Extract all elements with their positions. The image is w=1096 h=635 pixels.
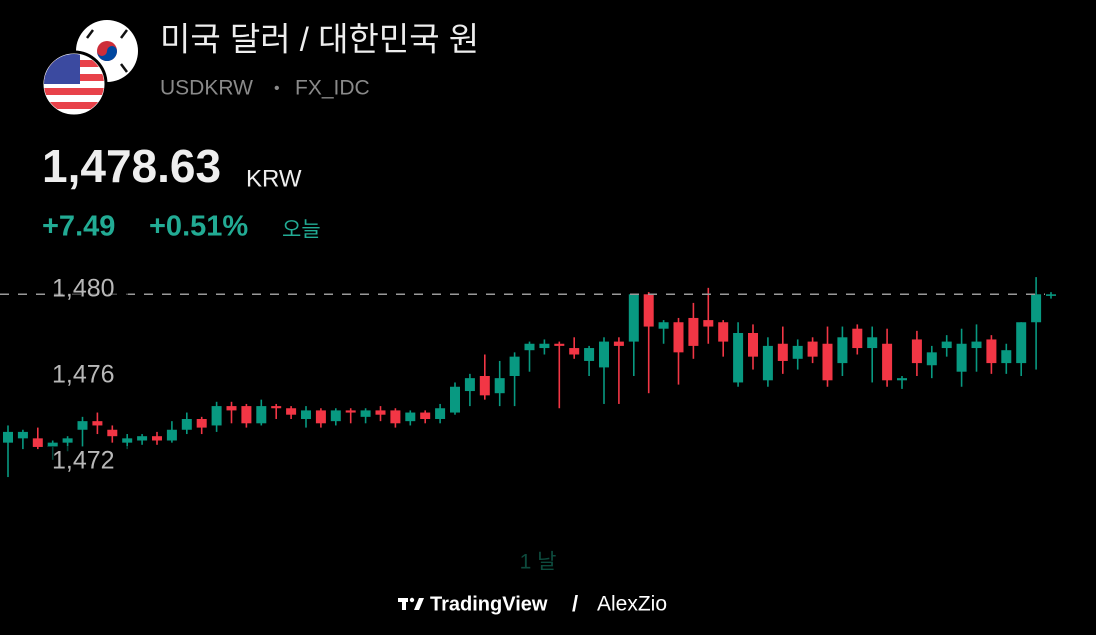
x-axis-label: 1 날 [520,551,557,574]
candle-body [152,436,162,441]
candle-body [1046,294,1056,296]
period: 오늘 [282,219,321,242]
candle-body [32,438,43,447]
candle-body [688,317,699,346]
change-percent: +0.51% [149,211,248,243]
candle-body [435,408,446,419]
candle-body [762,345,773,381]
symbol: USDKRW [160,77,253,100]
candle-body [92,421,103,426]
candle-body [405,412,416,422]
candle-body [613,341,624,346]
y-tick-label: 1,476 [52,361,115,389]
candle-body [509,356,520,376]
candle-body [882,343,893,381]
candle-body [286,408,297,415]
candle-body [584,348,595,361]
candle-body [777,343,788,361]
us-flag [40,50,108,118]
candle-body [703,320,714,327]
candle-body [450,386,460,413]
candle-body [271,406,282,409]
y-tick-mark [48,446,128,478]
candle-body [137,436,148,441]
candle-body [986,339,997,364]
candle-body [1031,294,1042,323]
candle-body [733,333,744,383]
currency: KRW [246,165,302,192]
candle-body [196,419,207,428]
candle-body [673,322,684,353]
y-tick-mark [48,274,128,306]
candle-body [62,438,73,443]
separator: • [274,80,280,97]
candle-body [1016,322,1027,364]
candle-body [971,341,982,349]
price: 1,478.63 [42,140,221,192]
exchange: FX_IDC [295,77,370,100]
candle-body [748,333,758,357]
tv-logo [398,597,424,610]
candle-body [211,406,222,426]
candle-body [464,378,475,392]
candle-body [897,378,907,381]
footer-separator: / [572,591,578,616]
change: +7.49 [42,211,115,243]
candle-body [524,343,535,351]
candle-body [301,410,311,419]
candle-body [166,429,177,441]
candle-body [852,328,863,349]
candle-body [375,410,386,415]
candle-body [241,406,252,424]
candle-body [107,429,118,437]
candle-body [539,343,550,349]
candle-body [181,419,192,430]
candle-body [360,410,371,417]
candle-body [1001,350,1012,364]
candle-body [837,337,848,364]
candle-body [77,421,88,430]
candle-body [926,352,937,366]
candle-body [345,410,356,413]
candle-body [718,322,729,342]
chart: 1,472 1,476 1,480 [0,274,1056,478]
candle-body [911,339,922,364]
author: AlexZio [597,593,667,616]
candle-body [315,410,326,424]
candle-body [554,343,565,346]
candle-body [643,294,654,327]
candle-body [569,348,580,355]
candle-body [658,322,669,329]
candle-body [494,378,505,394]
candle-body [479,376,490,396]
candle-body [956,343,967,372]
candle-body [390,410,401,424]
candle-body [420,412,431,419]
candle-body [792,345,803,359]
candle-body [122,438,133,443]
candle-body [807,341,818,357]
candle-body [256,406,267,424]
y-tick-label: 1,472 [52,447,115,475]
candle-body [3,431,13,443]
y-tick-label: 1,480 [52,275,115,303]
candle-body [47,442,58,447]
candle-body [330,410,341,422]
candle-body [941,341,952,349]
candle-body [628,294,639,342]
title: 미국 달러 / 대한민국 원 [160,21,479,58]
candle-body [867,337,878,349]
candle-body [17,431,28,439]
candle-body [599,341,609,368]
brand: TradingView [430,593,548,615]
candle-body [226,406,237,411]
y-tick-mark [48,360,128,392]
candle-body [822,343,833,381]
